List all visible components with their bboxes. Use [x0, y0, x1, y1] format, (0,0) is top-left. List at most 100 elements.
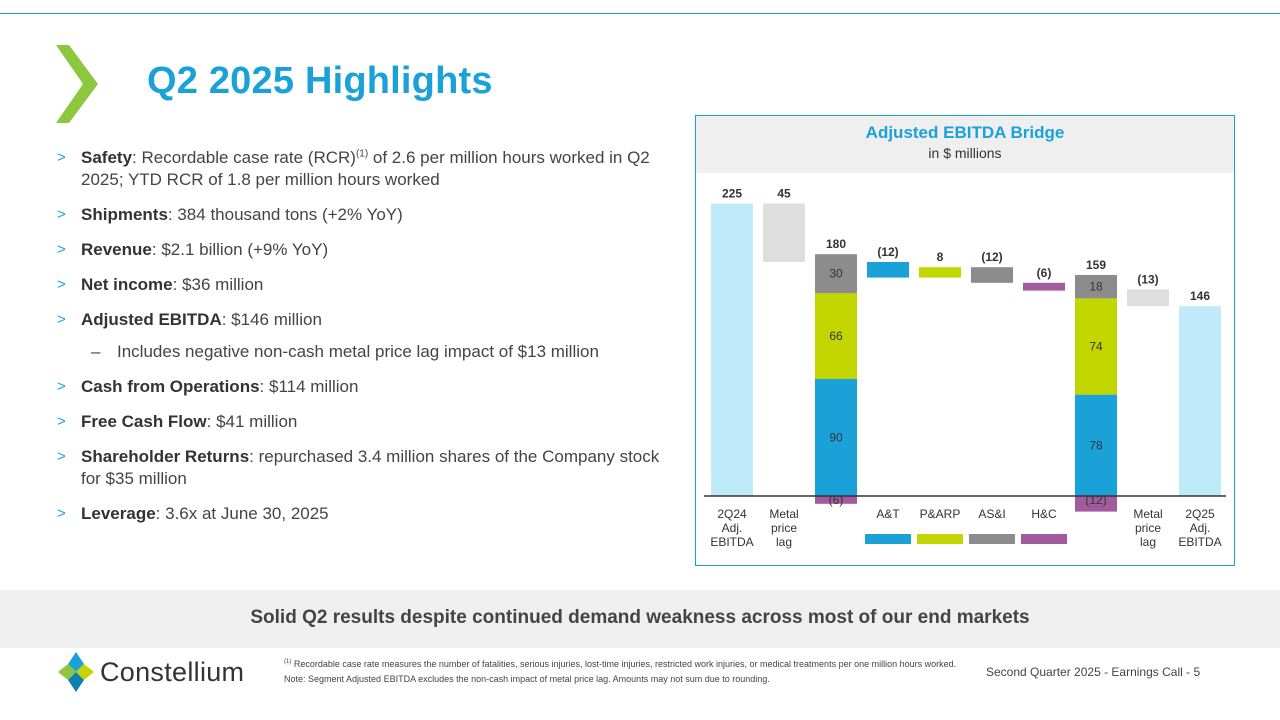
bullet-text: : 3.6x at June 30, 2025	[155, 504, 329, 523]
ebitda-bridge-chart: Adjusted EBITDA Bridge in $ millions 225…	[695, 115, 1235, 566]
segment-seg24-a-t	[815, 379, 857, 496]
bar-mpl1	[763, 203, 805, 262]
segment-seg24-as-i	[815, 254, 857, 294]
x-label-h_c: H&C	[1031, 507, 1057, 521]
x-label-mpl2: price	[1135, 521, 1161, 535]
bullet-revenue: > Revenue: $2.1 billion (+9% YoY)	[57, 239, 677, 261]
bullet-label: Cash from Operations	[81, 377, 260, 396]
bullet-text: : Recordable case rate (RCR)	[132, 148, 356, 167]
sub-bullet-marker: –	[91, 342, 101, 361]
x-label-q25: 2Q25	[1185, 507, 1215, 521]
x-label-mpl1: price	[771, 521, 797, 535]
bullet-label: Adjusted EBITDA	[81, 310, 222, 329]
constellium-logo-icon	[58, 652, 94, 692]
bullet-label: Safety	[81, 148, 133, 167]
segment-label-seg24-as-i: 30	[829, 267, 843, 281]
footnote-1-text: Recordable case rate measures the number…	[291, 659, 957, 669]
segment-label-seg24-a-t: 90	[829, 431, 843, 445]
segment-seg25-a-t	[1075, 394, 1117, 496]
bullet-marker: >	[57, 311, 66, 328]
x-label-mpl1: Metal	[769, 507, 798, 521]
bullet-adjusted-ebitda: > Adjusted EBITDA: $146 million	[57, 309, 677, 331]
value-label-q25: 146	[1190, 289, 1210, 303]
bar-q24	[711, 203, 753, 496]
bullet-marker: >	[57, 448, 66, 465]
segment-seg25-h-c	[1075, 496, 1117, 512]
x-label-a_t: A&T	[876, 507, 900, 521]
bullet-label: Leverage	[81, 504, 156, 523]
segment-seg25-p-arp	[1075, 298, 1117, 395]
x-label-mpl2: Metal	[1133, 507, 1162, 521]
bullet-label: Shipments	[81, 205, 168, 224]
bullet-label: Shareholder Returns	[81, 447, 250, 466]
x-label-as_i: AS&I	[978, 507, 1005, 521]
brand-name: Constellium	[100, 657, 245, 687]
legend-swatch-a_t	[865, 534, 911, 544]
segment-seg25-as-i	[1075, 275, 1117, 299]
legend-swatch-as_i	[969, 534, 1015, 544]
bullet-marker: >	[57, 505, 66, 522]
bar-h_c	[1023, 282, 1065, 291]
bullet-cash-from-operations: > Cash from Operations: $114 million	[57, 376, 677, 398]
legend-swatch-p_arp	[917, 534, 963, 544]
x-label-q24: 2Q24	[717, 507, 747, 521]
segment-seg24-h-c	[815, 496, 857, 504]
bullet-shipments: > Shipments: 384 thousand tons (+2% YoY)	[57, 204, 677, 226]
bullet-net-income: > Net income: $36 million	[57, 274, 677, 296]
bullet-marker: >	[57, 206, 66, 223]
x-label-q24: Adj.	[722, 521, 743, 535]
segment-label-seg25-h-c: (12)	[1085, 493, 1106, 507]
segment-label-seg25-as-i: 18	[1089, 280, 1103, 294]
x-label-mpl1: lag	[776, 535, 792, 549]
value-label-q24: 225	[722, 187, 742, 201]
legend-swatch-h_c	[1021, 534, 1067, 544]
value-label-h_c: (6)	[1037, 266, 1052, 280]
footnote-ref: (1)	[355, 148, 369, 160]
bullet-text: : $114 million	[259, 377, 359, 396]
segment-label-seg24-h-c: (6)	[829, 493, 844, 507]
chevron-icon	[56, 45, 98, 123]
value-label-p_arp: 8	[937, 250, 944, 264]
bullet-safety: > Safety: Recordable case rate (RCR)(1) …	[57, 147, 677, 191]
bullet-marker: >	[57, 241, 66, 258]
bullet-text: : $41 million	[206, 412, 298, 431]
segment-label-seg24-p-arp: 66	[829, 329, 843, 343]
x-label-p_arp: P&ARP	[920, 507, 961, 521]
x-label-q24: EBITDA	[710, 535, 753, 549]
total-label-seg25: 159	[1086, 258, 1106, 272]
footnotes: (1) Recordable case rate measures the nu…	[284, 658, 964, 685]
bullet-text: of 2.6 per million hours worked in Q2 20…	[81, 148, 650, 189]
bullet-marker: >	[57, 149, 66, 166]
bar-p_arp	[919, 267, 961, 278]
bullet-free-cash-flow: > Free Cash Flow: $41 million	[57, 411, 677, 433]
bullet-text: : $2.1 billion (+9% YoY)	[151, 240, 329, 259]
bullet-leverage: > Leverage: 3.6x at June 30, 2025	[57, 503, 677, 525]
bullet-shareholder-returns: > Shareholder Returns: repurchased 3.4 m…	[57, 446, 677, 490]
banner-text: Solid Q2 results despite continued deman…	[250, 607, 1030, 628]
bullet-text: : repurchased 3.4 million shares of the …	[81, 447, 660, 488]
chart-header: Adjusted EBITDA Bridge in $ millions	[696, 116, 1234, 173]
footnote-marker: (1)	[284, 659, 292, 665]
bullet-marker: >	[57, 378, 66, 395]
value-label-as_i: (12)	[981, 250, 1002, 264]
top-rule	[0, 13, 1280, 14]
bullet-text: : $36 million	[172, 275, 264, 294]
bar-a_t	[867, 262, 909, 278]
highlights-list: > Safety: Recordable case rate (RCR)(1) …	[57, 147, 677, 538]
footnote-1: (1) Recordable case rate measures the nu…	[284, 658, 964, 670]
x-label-mpl2: lag	[1140, 535, 1156, 549]
bullet-label: Free Cash Flow	[81, 412, 207, 431]
bullet-marker: >	[57, 276, 66, 293]
summary-banner: Solid Q2 results despite continued deman…	[0, 590, 1280, 648]
page-info: Second Quarter 2025 - Earnings Call - 5	[986, 665, 1201, 679]
sub-bullet-metal-lag: – Includes negative non-cash metal price…	[57, 341, 677, 363]
chart-subtitle: in $ millions	[928, 145, 1002, 161]
x-label-q25: Adj.	[1190, 521, 1211, 535]
segment-label-seg25-p-arp: 74	[1089, 340, 1103, 354]
value-label-mpl2: (13)	[1137, 272, 1158, 286]
bullet-text: : 384 thousand tons (+2% YoY)	[167, 205, 403, 224]
value-label-a_t: (12)	[877, 245, 898, 259]
bridge-plot: 225 45 (12) 8 (12) (6) (13) 146 90 66 30 (6) 180 78 74…	[704, 187, 1226, 549]
bar-q25	[1179, 306, 1221, 496]
bar-as_i	[971, 267, 1013, 283]
